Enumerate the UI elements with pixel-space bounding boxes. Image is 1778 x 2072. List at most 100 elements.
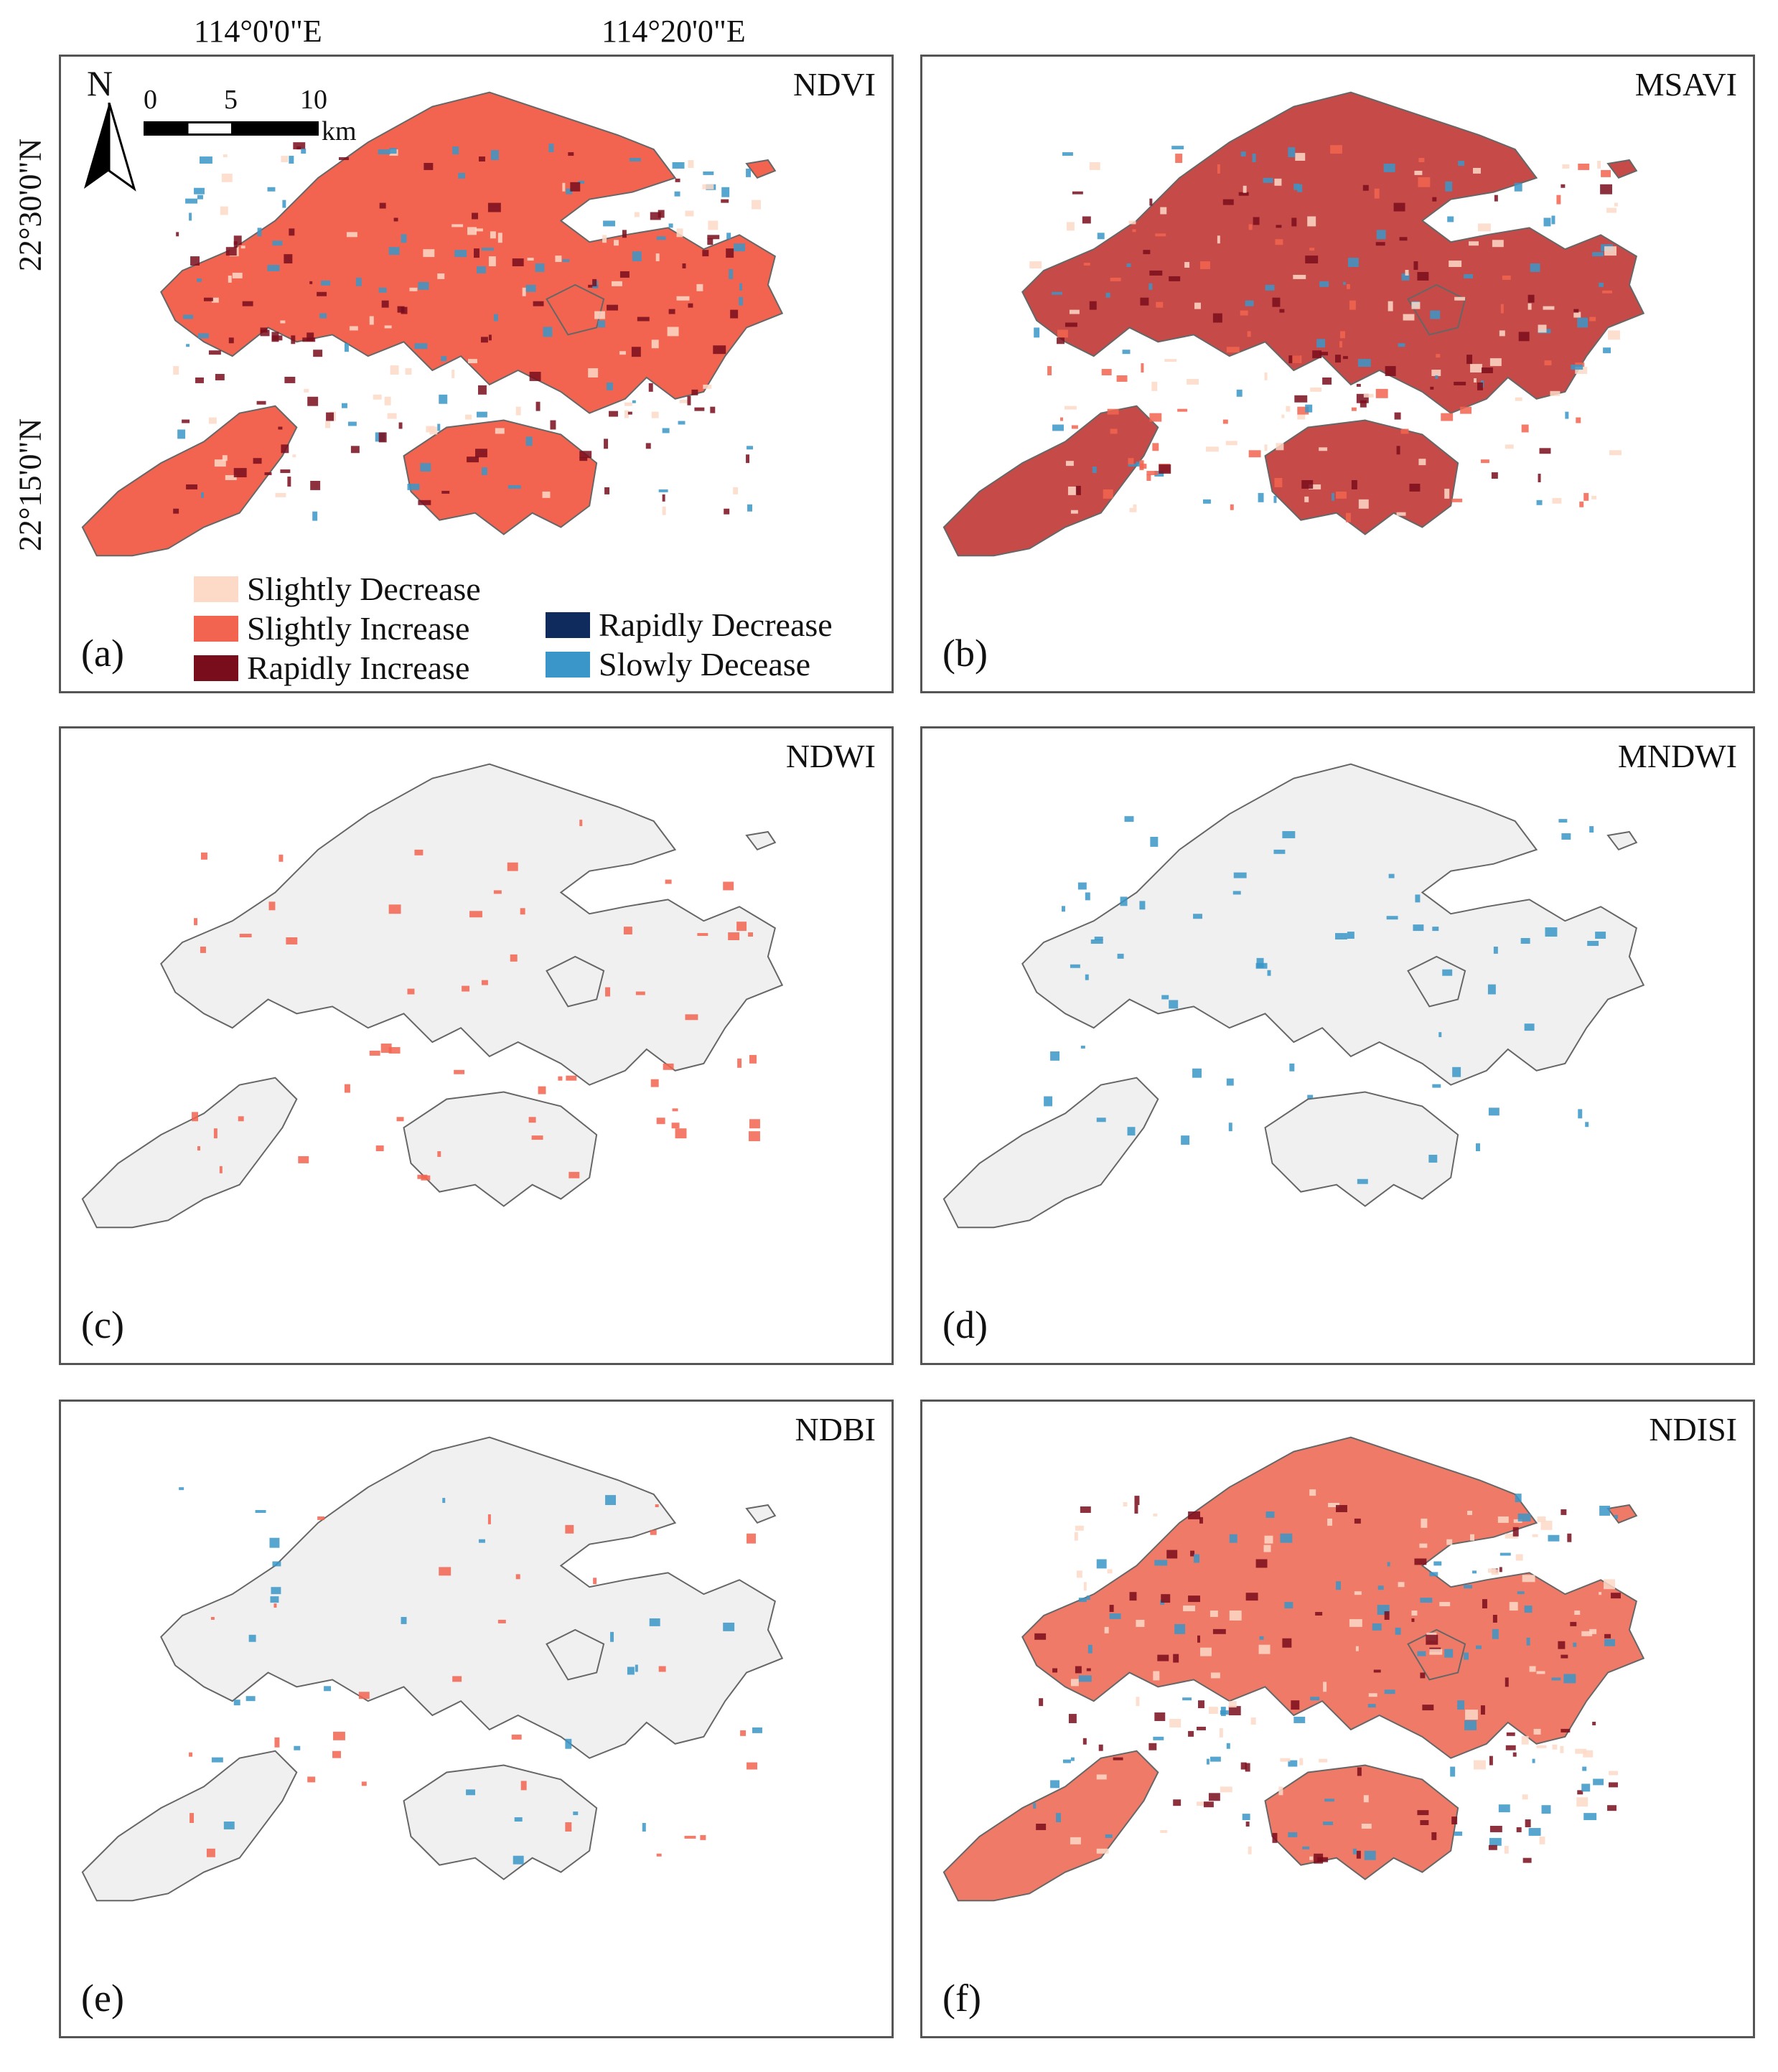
change-pixel [1286,406,1291,412]
change-pixel [1604,1579,1615,1590]
change-pixel [623,927,632,935]
change-pixel [1276,443,1284,451]
change-pixel [1151,381,1158,391]
change-pixel [271,335,283,341]
change-pixel [1075,485,1081,495]
change-pixel [1544,360,1552,366]
legend-swatch [546,651,590,678]
change-pixel [1589,1628,1597,1634]
change-pixel [1429,1572,1438,1577]
change-pixel [1188,1511,1200,1519]
change-pixel [1489,1755,1493,1766]
change-pixel [286,937,298,944]
change-pixel [478,1539,485,1543]
change-pixel [651,339,659,349]
change-pixel [1579,501,1584,507]
change-pixel [1171,146,1184,150]
change-pixel [389,148,397,154]
change-pixel [747,504,753,512]
change-pixel [1599,1506,1611,1516]
change-pixel [355,277,362,286]
change-pixel [346,232,357,238]
change-pixel [1509,1602,1518,1611]
change-pixel [1096,1774,1107,1780]
change-pixel [1539,448,1551,454]
change-pixel [1323,1682,1327,1692]
change-pixel [1487,984,1496,995]
change-pixel [1128,464,1140,467]
change-pixel [1383,163,1395,172]
change-pixel [1361,1824,1372,1829]
land-region [1264,1764,1459,1880]
change-pixel [497,1619,506,1623]
legend-label: Slowly Decease [599,646,811,683]
change-pixel [1609,1771,1618,1776]
change-pixel [1187,378,1199,385]
change-pixel [1469,241,1479,246]
change-pixel [1248,1846,1252,1855]
change-pixel [662,428,670,433]
change-pixel [651,411,659,418]
change-pixel [225,247,237,256]
change-pixel [1082,1738,1087,1745]
change-pixel [1420,1820,1429,1825]
change-pixel [1603,347,1611,354]
change-pixel [1477,382,1483,390]
change-pixel [635,1664,638,1672]
change-pixel [1614,202,1618,207]
change-pixel [511,1734,522,1740]
change-pixel [1457,1700,1465,1710]
change-pixel [1291,1700,1300,1710]
change-pixel [522,287,526,296]
change-pixel [604,487,610,494]
change-pixel [1330,145,1342,154]
change-pixel [512,258,524,267]
change-pixel [1140,297,1149,306]
land-region [942,1750,1159,1902]
change-pixel [1153,1513,1158,1517]
change-pixel [472,212,478,220]
change-pixel [610,1631,614,1642]
change-pixel [1297,406,1309,415]
change-pixel [1499,1552,1511,1556]
change-pixel [1565,411,1569,419]
change-pixel [1464,273,1474,278]
change-pixel [1057,329,1068,338]
change-pixel [548,144,554,153]
change-pixel [287,477,291,487]
change-pixel [1592,252,1604,257]
change-pixel [481,980,488,985]
change-pixel [593,1578,597,1585]
change-pixel [679,399,688,403]
change-pixel [1551,1677,1561,1681]
change-pixel [1536,500,1543,505]
change-pixel [1039,1698,1044,1707]
change-pixel [1533,1728,1541,1735]
change-pixel [1128,458,1134,465]
change-pixel [481,467,487,476]
change-pixel [208,417,217,424]
change-pixel [1562,164,1570,169]
change-pixel [1356,1850,1361,1859]
change-pixel [1472,1570,1477,1574]
change-pixel [388,1046,401,1054]
change-pixel [211,297,219,303]
change-pixel [1134,1496,1140,1506]
change-pixel [1080,1046,1085,1049]
change-pixel [1460,406,1472,414]
change-pixel [279,854,284,862]
change-pixel [707,235,720,240]
change-pixel [1060,417,1063,421]
change-pixel [1563,1674,1576,1684]
change-pixel [1258,492,1264,502]
change-pixel [1356,383,1361,387]
change-pixel [220,206,228,215]
change-pixel [1117,953,1124,959]
change-pixel [1388,301,1393,311]
change-pixel [1136,1619,1145,1627]
change-pixel [1474,1760,1486,1770]
change-pixel [282,200,286,208]
change-pixel [480,337,488,343]
change-pixel [223,154,228,158]
change-pixel [424,162,434,170]
